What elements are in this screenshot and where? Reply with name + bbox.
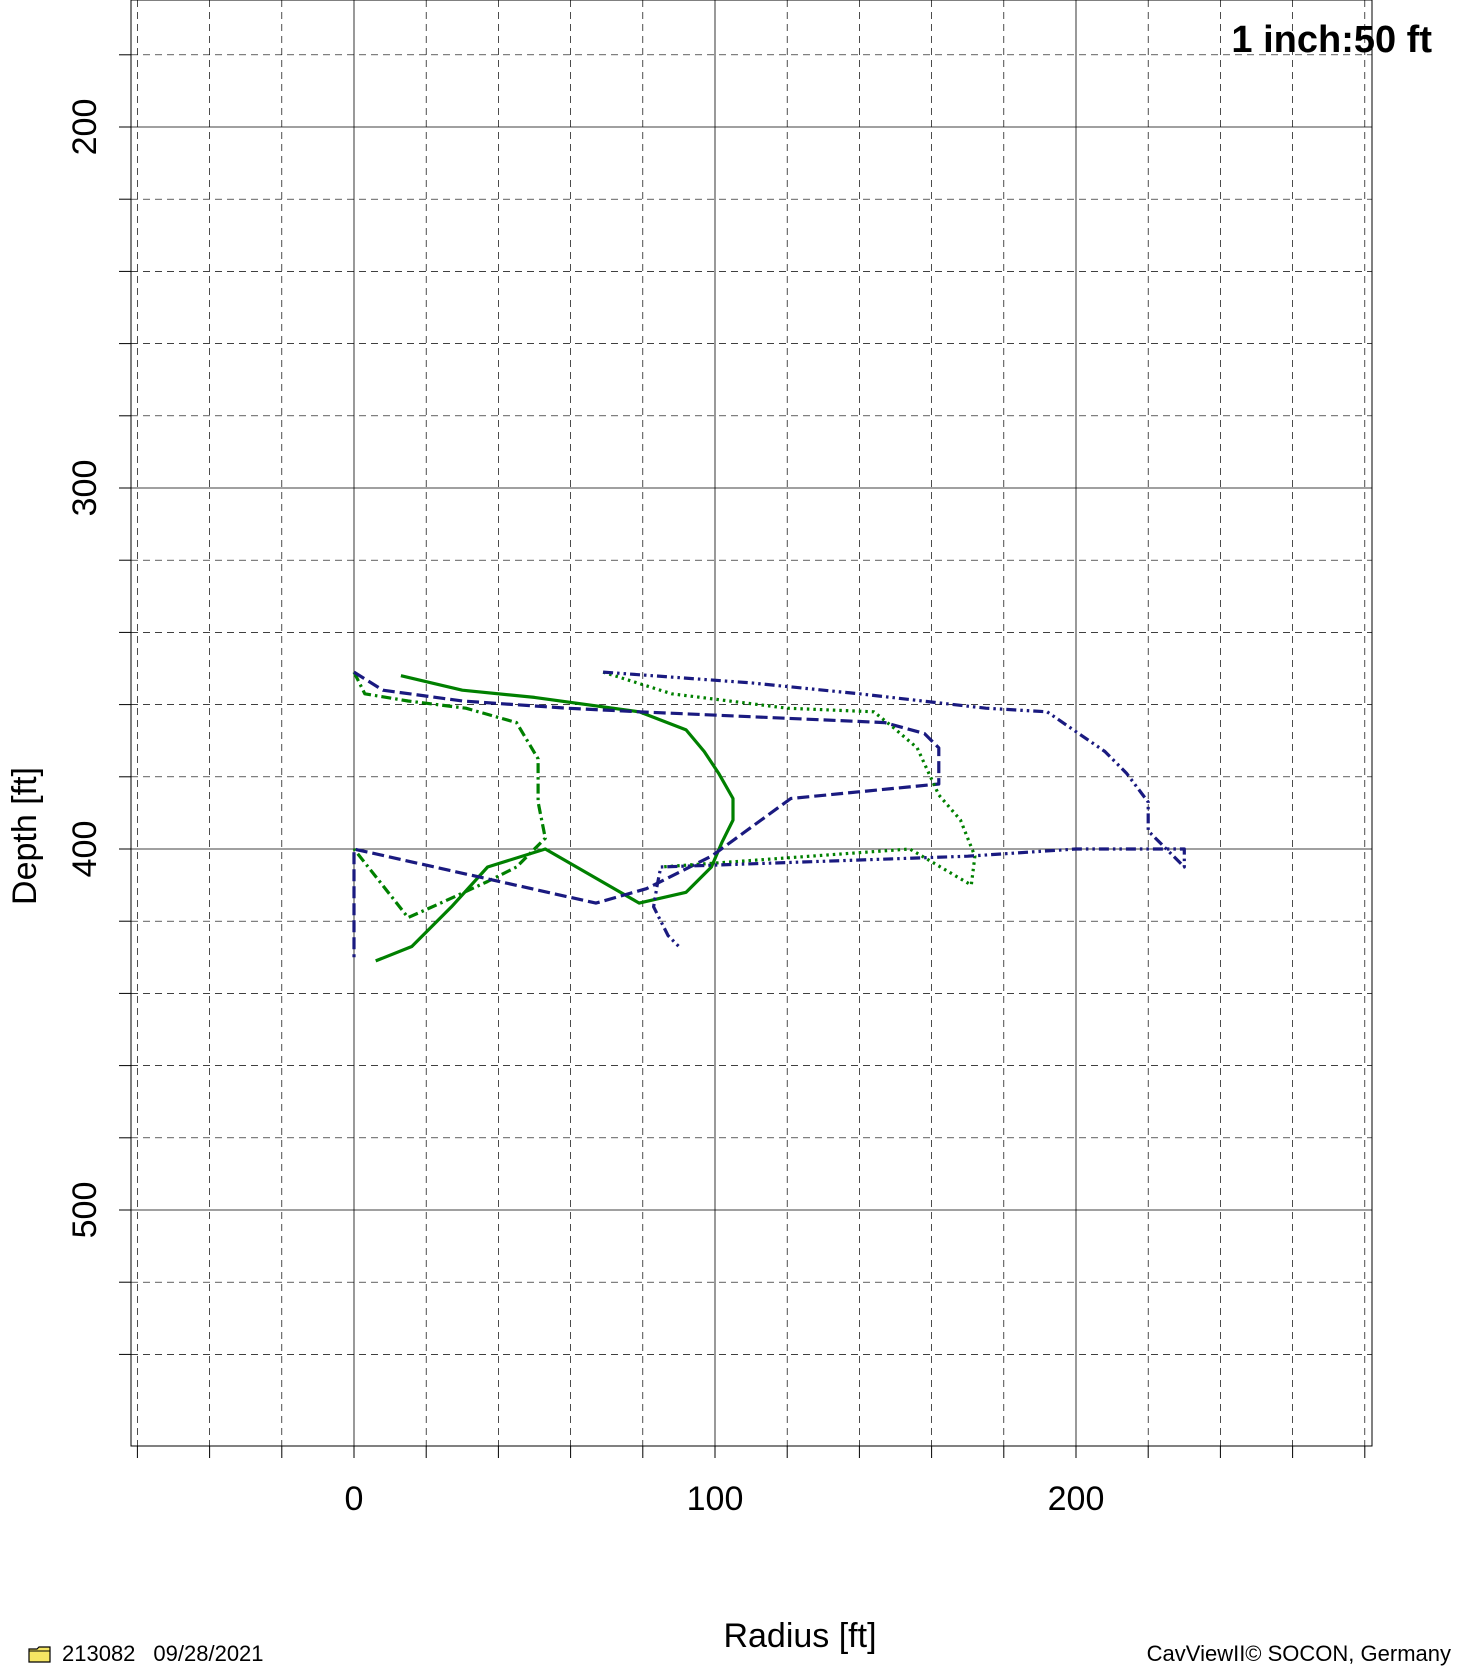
y-tick-label: 400 [66, 821, 104, 878]
grid [119, 0, 1372, 1458]
y-axis-label: Depth [ft] [6, 767, 44, 905]
series-line-5-dashdotdot [602, 670, 1186, 948]
folder-icon [28, 1645, 51, 1663]
series-line-2-dashdot [352, 671, 547, 920]
footer-id: 213082 [62, 1641, 136, 1666]
footer-info: 213082 09/28/2021 [28, 1641, 264, 1667]
series-line-3-dashed [352, 670, 941, 958]
x-tick-label: 200 [1048, 1480, 1105, 1518]
y-tick-label: 300 [66, 460, 104, 517]
tick-labels: 0 100 200 200 300 400 500 [66, 99, 1104, 1518]
y-tick-label: 200 [66, 99, 104, 156]
footer-date: 09/28/2021 [153, 1641, 264, 1666]
x-tick-label: 0 [345, 1480, 364, 1518]
scale-label: 1 inch:50 ft [1231, 19, 1432, 61]
x-tick-label: 100 [687, 1480, 744, 1518]
series-line-4-dotted [602, 670, 977, 887]
series-group [352, 670, 1186, 963]
y-tick-label: 500 [66, 1182, 104, 1239]
x-axis-label: Radius [ft] [723, 1617, 876, 1655]
footer-credit: CavViewII© SOCON, Germany [1146, 1641, 1451, 1666]
plot-frame [130, 0, 1373, 1447]
